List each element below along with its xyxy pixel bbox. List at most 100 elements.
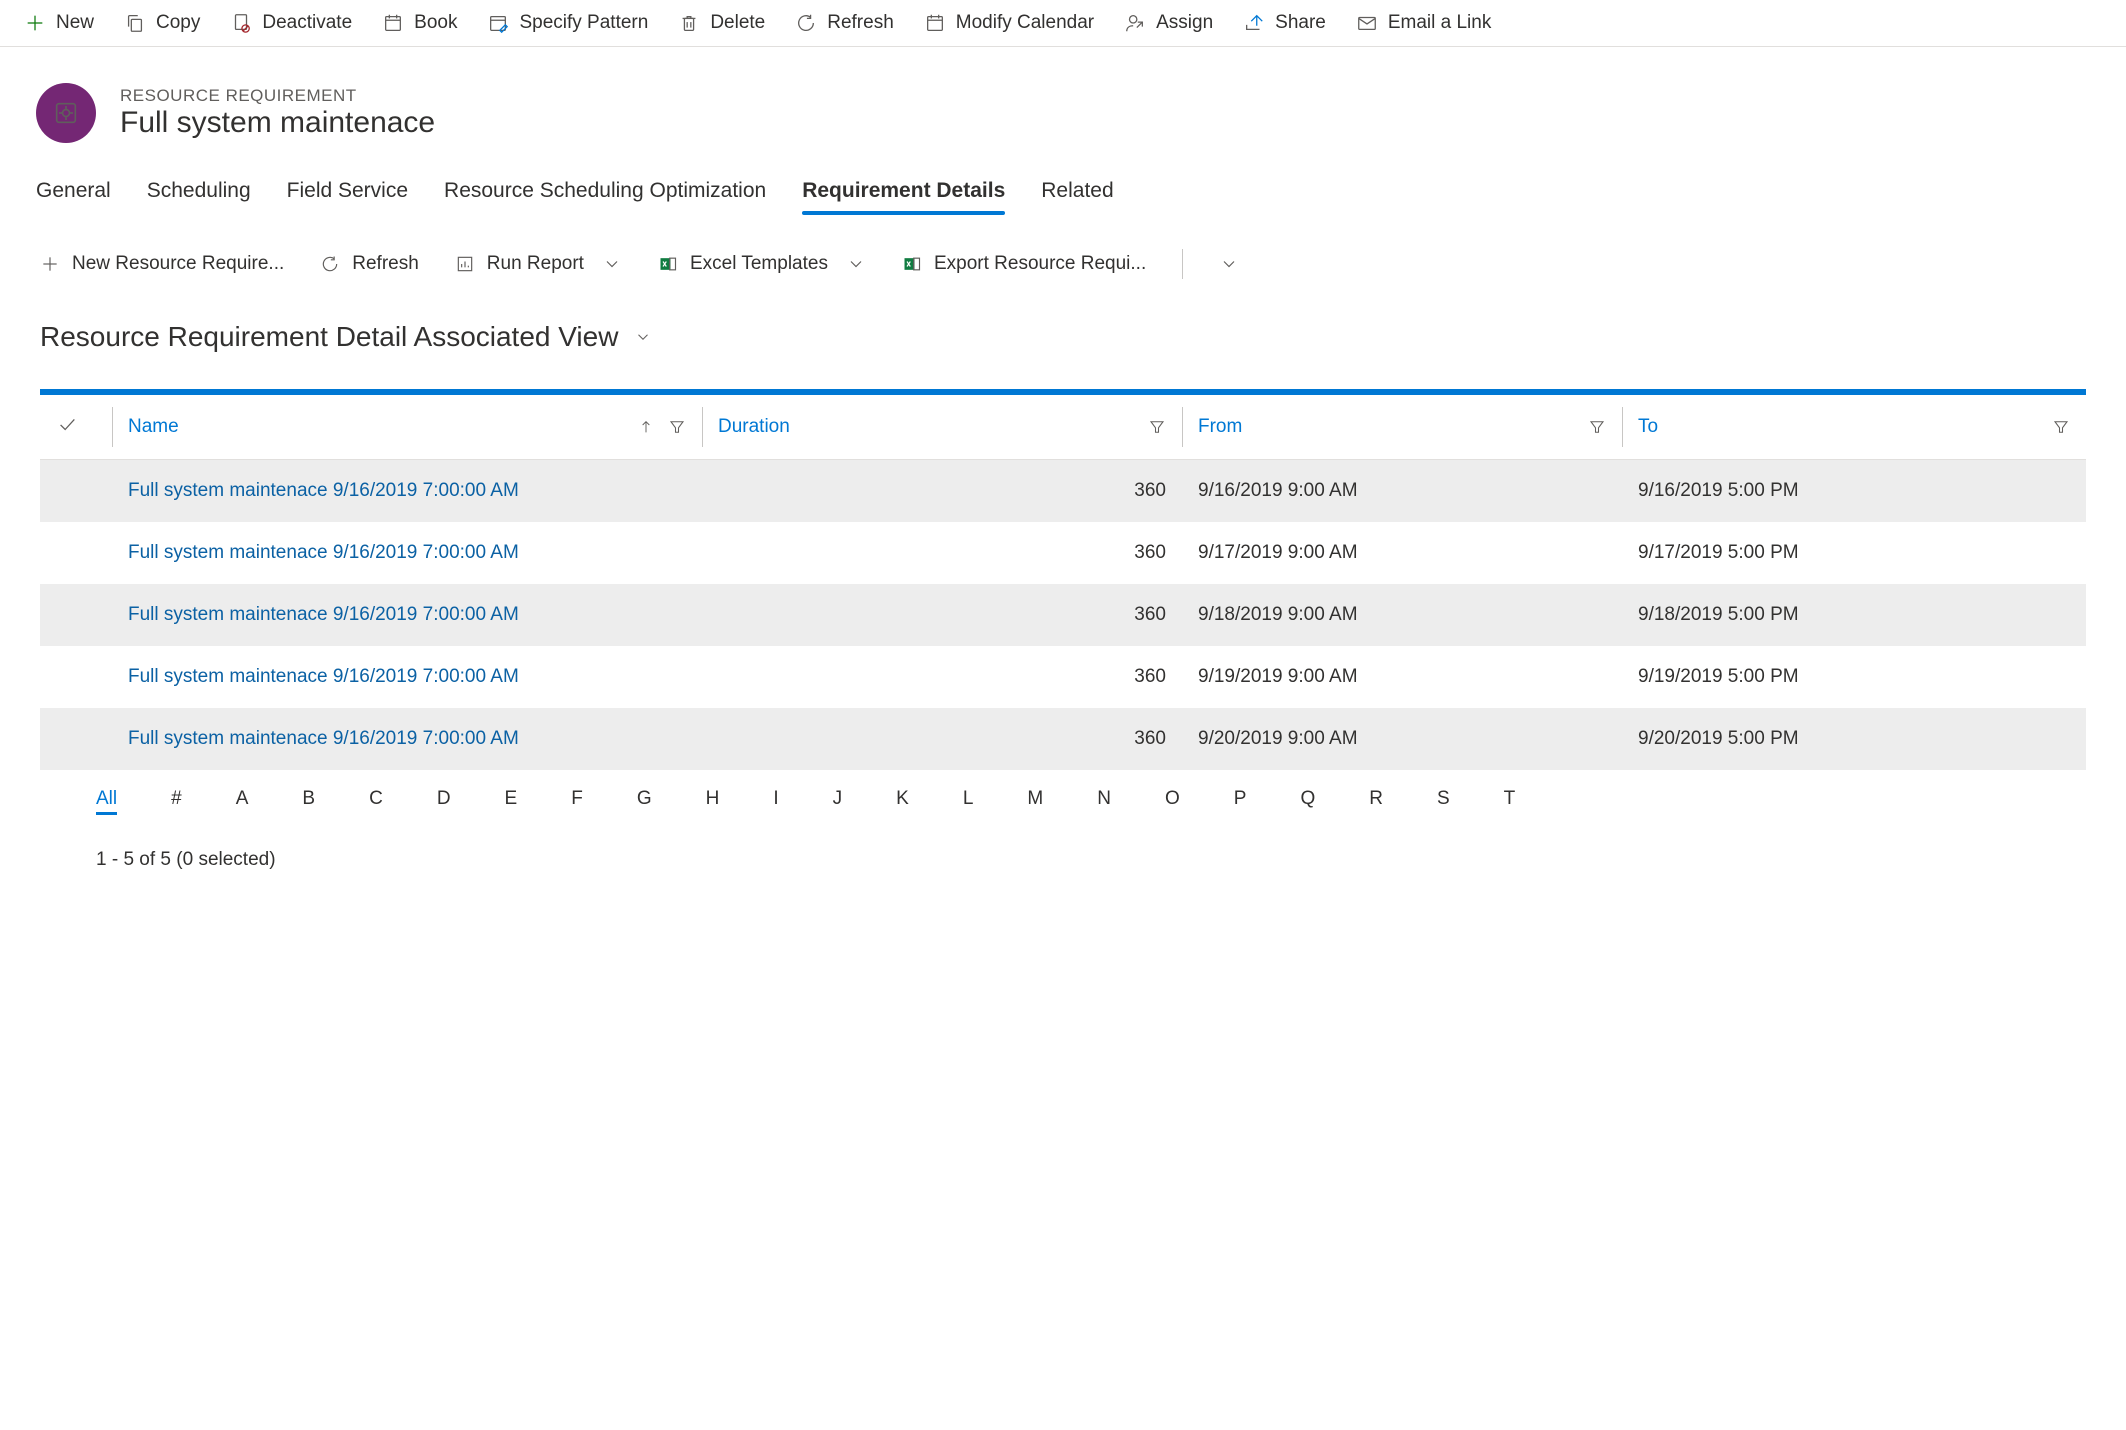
new-label: New bbox=[56, 12, 94, 34]
row-duration: 360 bbox=[702, 460, 1182, 523]
row-name[interactable]: Full system maintenace 9/16/2019 7:00:00… bbox=[112, 522, 702, 584]
index-f[interactable]: F bbox=[571, 788, 583, 815]
index-s[interactable]: S bbox=[1437, 788, 1450, 815]
tab-bar: General Scheduling Field Service Resourc… bbox=[0, 161, 2126, 213]
entity-type-label: RESOURCE REQUIREMENT bbox=[120, 86, 435, 106]
book-label: Book bbox=[414, 12, 457, 34]
row-name[interactable]: Full system maintenace 9/16/2019 7:00:00… bbox=[112, 646, 702, 708]
index-g[interactable]: G bbox=[637, 788, 652, 815]
index-a[interactable]: A bbox=[236, 788, 249, 815]
row-to: 9/20/2019 5:00 PM bbox=[1622, 708, 2086, 770]
deactivate-button[interactable]: Deactivate bbox=[230, 12, 352, 34]
book-button[interactable]: Book bbox=[382, 12, 457, 34]
column-header-name[interactable]: Name bbox=[112, 395, 702, 460]
specify-pattern-button[interactable]: Specify Pattern bbox=[487, 12, 648, 34]
refresh-button[interactable]: Refresh bbox=[795, 12, 894, 34]
calendar-edit-icon bbox=[487, 12, 509, 34]
row-from: 9/20/2019 9:00 AM bbox=[1182, 708, 1622, 770]
assign-button[interactable]: Assign bbox=[1124, 12, 1213, 34]
index-e[interactable]: E bbox=[505, 788, 518, 815]
index-i[interactable]: I bbox=[773, 788, 778, 815]
export-resource-req-button[interactable]: Export Resource Requi... bbox=[902, 253, 1146, 275]
sub-refresh-button[interactable]: Refresh bbox=[320, 253, 419, 275]
alpha-index-bar: All # A B C D E F G H I J K L M N O P Q … bbox=[40, 770, 2086, 827]
calendar-modify-icon bbox=[924, 12, 946, 34]
row-from: 9/19/2019 9:00 AM bbox=[1182, 646, 1622, 708]
index-t[interactable]: T bbox=[1504, 788, 1516, 815]
sort-asc-icon bbox=[638, 419, 654, 435]
column-header-to[interactable]: To bbox=[1622, 395, 2086, 460]
assign-icon bbox=[1124, 12, 1146, 34]
entity-title: Full system maintenace bbox=[120, 106, 435, 140]
new-resource-req-button[interactable]: New Resource Require... bbox=[40, 253, 284, 275]
chevron-down-icon[interactable] bbox=[634, 328, 652, 346]
row-name[interactable]: Full system maintenace 9/16/2019 7:00:00… bbox=[112, 584, 702, 646]
index-o[interactable]: O bbox=[1165, 788, 1180, 815]
column-header-duration[interactable]: Duration bbox=[702, 395, 1182, 460]
row-to: 9/19/2019 5:00 PM bbox=[1622, 646, 2086, 708]
checkmark-icon bbox=[56, 413, 78, 435]
share-button[interactable]: Share bbox=[1243, 12, 1326, 34]
index-k[interactable]: K bbox=[896, 788, 909, 815]
email-link-label: Email a Link bbox=[1388, 12, 1492, 34]
table-row[interactable]: Full system maintenace 9/16/2019 7:00:00… bbox=[40, 708, 2086, 770]
row-name[interactable]: Full system maintenace 9/16/2019 7:00:00… bbox=[112, 460, 702, 523]
index-l[interactable]: L bbox=[963, 788, 974, 815]
index-h[interactable]: H bbox=[706, 788, 720, 815]
modify-calendar-button[interactable]: Modify Calendar bbox=[924, 12, 1094, 34]
column-from-label: From bbox=[1198, 416, 1242, 438]
select-all-header[interactable] bbox=[40, 395, 112, 460]
run-report-button[interactable]: Run Report bbox=[455, 253, 622, 275]
email-link-button[interactable]: Email a Link bbox=[1356, 12, 1492, 34]
index-hash[interactable]: # bbox=[171, 788, 182, 815]
filter-icon bbox=[2052, 418, 2070, 436]
index-j[interactable]: J bbox=[833, 788, 843, 815]
row-to: 9/17/2019 5:00 PM bbox=[1622, 522, 2086, 584]
column-header-from[interactable]: From bbox=[1182, 395, 1622, 460]
tab-general[interactable]: General bbox=[36, 179, 111, 213]
data-grid: Name Duration bbox=[40, 395, 2086, 770]
index-r[interactable]: R bbox=[1369, 788, 1383, 815]
row-duration: 360 bbox=[702, 522, 1182, 584]
filter-icon bbox=[668, 418, 686, 436]
tab-field-service[interactable]: Field Service bbox=[287, 179, 408, 213]
index-m[interactable]: M bbox=[1027, 788, 1043, 815]
excel-templates-button[interactable]: Excel Templates bbox=[658, 253, 866, 275]
tab-rso[interactable]: Resource Scheduling Optimization bbox=[444, 179, 766, 213]
tab-related[interactable]: Related bbox=[1041, 179, 1113, 213]
refresh-label: Refresh bbox=[827, 12, 894, 34]
row-name[interactable]: Full system maintenace 9/16/2019 7:00:00… bbox=[112, 708, 702, 770]
index-d[interactable]: D bbox=[437, 788, 451, 815]
grid-wrapper: Name Duration bbox=[0, 389, 2126, 901]
column-duration-label: Duration bbox=[718, 416, 790, 438]
index-p[interactable]: P bbox=[1234, 788, 1247, 815]
tab-requirement-details[interactable]: Requirement Details bbox=[802, 179, 1005, 213]
delete-button[interactable]: Delete bbox=[678, 12, 765, 34]
index-all[interactable]: All bbox=[96, 788, 117, 815]
table-row[interactable]: Full system maintenace 9/16/2019 7:00:00… bbox=[40, 584, 2086, 646]
sub-refresh-label: Refresh bbox=[352, 253, 419, 275]
table-row[interactable]: Full system maintenace 9/16/2019 7:00:00… bbox=[40, 522, 2086, 584]
table-row[interactable]: Full system maintenace 9/16/2019 7:00:00… bbox=[40, 646, 2086, 708]
copy-button[interactable]: Copy bbox=[124, 12, 200, 34]
filter-icon bbox=[1148, 418, 1166, 436]
plus-icon bbox=[40, 254, 60, 274]
specify-pattern-label: Specify Pattern bbox=[519, 12, 648, 34]
tab-scheduling[interactable]: Scheduling bbox=[147, 179, 251, 213]
status-text: 1 - 5 of 5 (0 selected) bbox=[40, 827, 2086, 901]
new-button[interactable]: New bbox=[24, 12, 94, 34]
index-b[interactable]: B bbox=[302, 788, 315, 815]
record-header: RESOURCE REQUIREMENT Full system mainten… bbox=[0, 47, 2126, 161]
index-q[interactable]: Q bbox=[1300, 788, 1315, 815]
excel-templates-label: Excel Templates bbox=[690, 253, 828, 275]
refresh-icon bbox=[320, 254, 340, 274]
more-commands-button[interactable] bbox=[1219, 254, 1239, 274]
index-c[interactable]: C bbox=[369, 788, 383, 815]
copy-icon bbox=[124, 12, 146, 34]
assign-label: Assign bbox=[1156, 12, 1213, 34]
row-duration: 360 bbox=[702, 708, 1182, 770]
index-n[interactable]: N bbox=[1097, 788, 1111, 815]
table-row[interactable]: Full system maintenace 9/16/2019 7:00:00… bbox=[40, 460, 2086, 523]
chevron-down-icon bbox=[846, 254, 866, 274]
column-name-label: Name bbox=[128, 416, 179, 438]
